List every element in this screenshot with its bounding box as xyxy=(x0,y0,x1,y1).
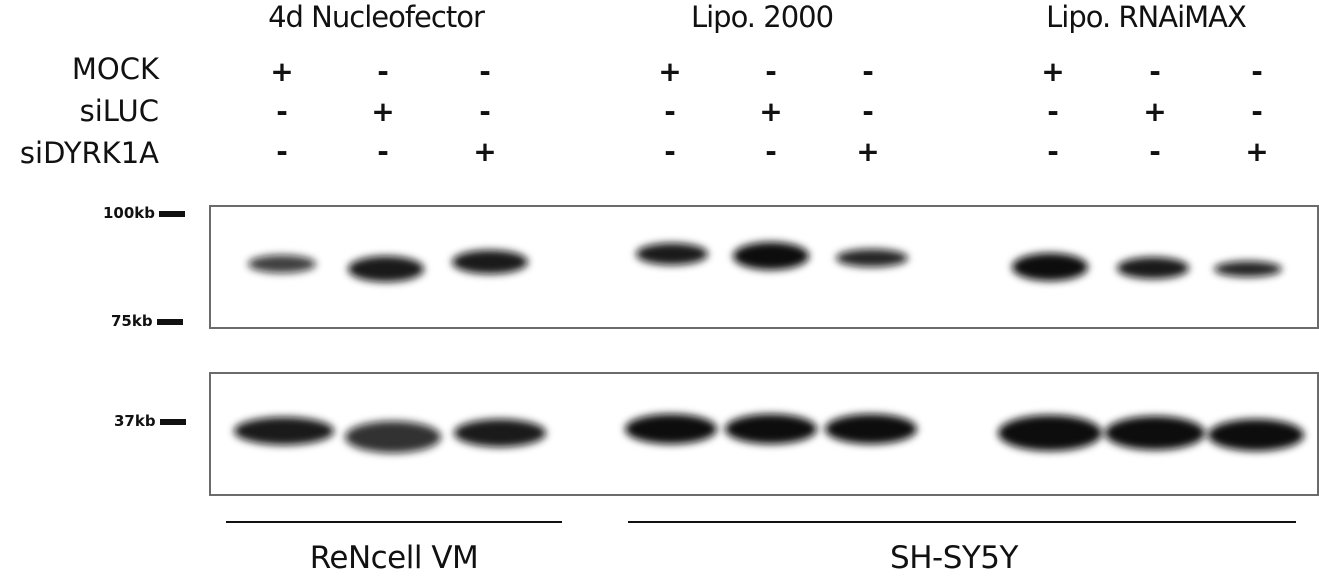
marker-37kb: 37kb xyxy=(114,412,186,430)
sign-row1-lane1: + xyxy=(371,95,395,128)
group-title-lipo2000: Lipo. 2000 xyxy=(690,0,834,34)
band-11 xyxy=(454,419,546,447)
band-1 xyxy=(348,256,424,282)
sign-row2-lane7: - xyxy=(1149,135,1161,168)
band-0 xyxy=(248,255,316,273)
sign-row1-lane6: - xyxy=(1047,95,1059,128)
sign-row2-lane8: + xyxy=(1245,135,1269,168)
band-4 xyxy=(733,242,809,270)
underline-rencell xyxy=(226,521,562,523)
band-15 xyxy=(998,415,1102,451)
sign-row1-lane0: - xyxy=(276,95,288,128)
sign-row0-lane3: + xyxy=(658,55,682,88)
sign-row0-lane5: - xyxy=(862,55,874,88)
cell-line-rencell: ReNcell VM xyxy=(309,540,479,576)
band-2 xyxy=(452,250,528,274)
sign-row0-lane2: - xyxy=(479,55,491,88)
sign-row1-lane7: + xyxy=(1143,95,1167,128)
sign-row2-lane1: - xyxy=(377,135,389,168)
sign-row2-lane0: - xyxy=(276,135,288,168)
underline-shsy5y xyxy=(628,521,1296,523)
sign-row0-lane6: + xyxy=(1041,55,1065,88)
sign-row0-lane0: + xyxy=(270,55,294,88)
group-title-nucleofector: 4d Nucleofector xyxy=(268,0,485,34)
sign-row0-lane4: - xyxy=(765,55,777,88)
sign-row2-lane3: - xyxy=(664,135,676,168)
sign-row1-lane3: - xyxy=(664,95,676,128)
sign-row1-lane8: - xyxy=(1251,95,1263,128)
sign-row2-lane6: - xyxy=(1047,135,1059,168)
row-label-mock: MOCK xyxy=(71,52,159,86)
band-6 xyxy=(1012,253,1088,281)
band-12 xyxy=(625,414,717,444)
sign-row1-lane4: + xyxy=(759,95,783,128)
band-14 xyxy=(825,414,917,444)
row-label-siluc: siLUC xyxy=(79,94,159,128)
sign-row0-lane1: - xyxy=(377,55,389,88)
band-9 xyxy=(234,417,334,445)
sign-row2-lane4: - xyxy=(765,135,777,168)
sign-row0-lane7: - xyxy=(1149,55,1161,88)
cell-line-shsy5y: SH-SY5Y xyxy=(890,540,1018,576)
band-17 xyxy=(1208,419,1304,451)
marker-75kb: 75kb xyxy=(111,312,183,330)
band-10 xyxy=(345,421,441,453)
band-13 xyxy=(725,414,817,444)
sign-row1-lane5: - xyxy=(862,95,874,128)
band-3 xyxy=(636,243,708,265)
sign-row0-lane8: - xyxy=(1251,55,1263,88)
band-8 xyxy=(1214,261,1282,277)
row-label-sidyrk1a: siDYRK1A xyxy=(19,136,159,170)
band-5 xyxy=(836,249,908,267)
group-title-rnaimax: Lipo. RNAiMAX xyxy=(1046,0,1247,34)
sign-row2-lane5: + xyxy=(856,135,880,168)
band-7 xyxy=(1117,257,1189,279)
band-16 xyxy=(1105,416,1205,450)
marker-100kb: 100kb xyxy=(103,204,186,222)
sign-row2-lane2: + xyxy=(473,135,497,168)
sign-row1-lane2: - xyxy=(479,95,491,128)
